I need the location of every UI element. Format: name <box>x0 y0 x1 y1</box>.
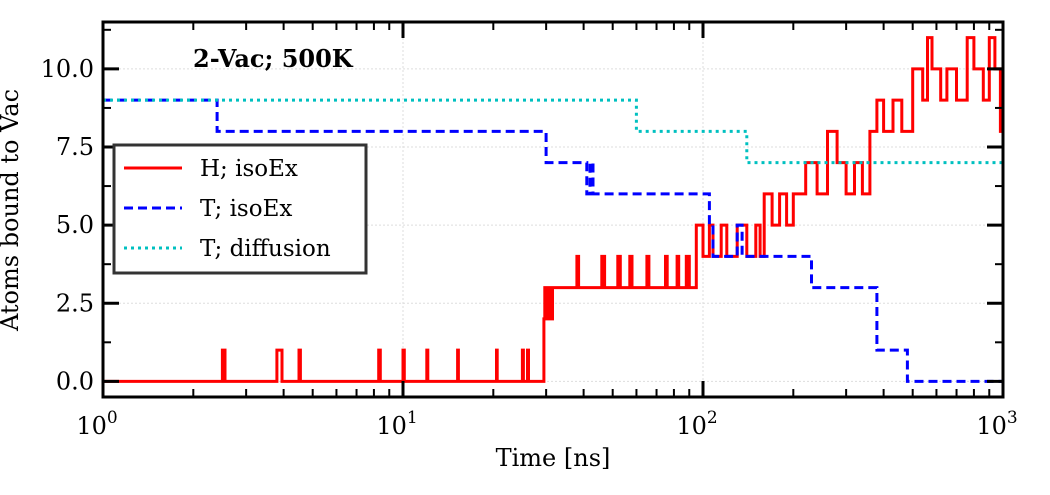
legend-label: T; diffusion <box>200 236 331 262</box>
legend-label: T; isoEx <box>200 196 292 222</box>
axis-ticks: 100 101 102 103 0.0 2.5 5.0 7.5 10.0 <box>41 22 1018 440</box>
y-tick-label: 10.0 <box>41 55 94 83</box>
y-tick-label: 7.5 <box>56 133 94 161</box>
x-tick-label: 101 <box>376 408 417 440</box>
legend: H; isoEx T; isoEx T; diffusion <box>112 143 368 275</box>
plot-lines <box>103 36 1003 383</box>
series-line-1 <box>103 36 1003 383</box>
x-tick-label: 103 <box>976 408 1017 440</box>
x-tick-label: 102 <box>676 408 717 440</box>
y-tick-label: 2.5 <box>56 289 94 317</box>
series-line-2 <box>103 98 1003 383</box>
plot-frame <box>101 20 1005 399</box>
y-tick-label: 0.0 <box>56 367 94 395</box>
chart-annotation: 2-Vac; 500K <box>193 44 354 73</box>
series-line-3 <box>103 98 1003 165</box>
y-tick-label: 5.0 <box>56 211 94 239</box>
legend-label: H; isoEx <box>200 156 298 182</box>
x-axis-label: Time [ns] <box>496 444 611 472</box>
x-tick-label: 100 <box>76 408 117 440</box>
y-axis-label: Atoms bound to Vac <box>0 89 24 332</box>
